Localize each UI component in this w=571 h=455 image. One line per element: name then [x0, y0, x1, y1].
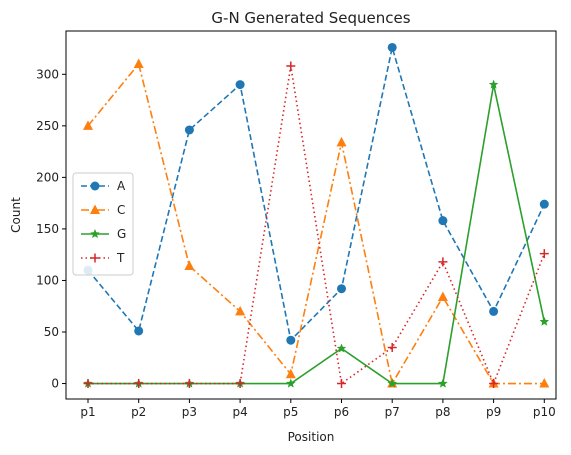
data-point-a-p8	[438, 216, 448, 226]
data-point-c-p4	[235, 305, 246, 316]
x-tick-label: p6	[334, 405, 349, 419]
data-point-g-p7	[387, 378, 397, 388]
data-point-c-p1	[83, 120, 93, 130]
series-line-c	[87, 62, 545, 386]
legend-label-t: T	[116, 251, 125, 265]
y-tick-label: 200	[36, 170, 59, 184]
plot-area	[83, 42, 550, 389]
legend-marker-a	[90, 181, 100, 191]
data-point-g-p9	[488, 79, 499, 89]
data-point-c-p5	[285, 368, 296, 379]
x-tick-label: p9	[486, 405, 501, 419]
data-point-t-p5	[286, 61, 296, 71]
series-line-g	[88, 84, 546, 385]
data-point-t-p1	[83, 379, 93, 389]
data-point-a-p6	[337, 284, 346, 294]
data-point-c-p2	[133, 58, 144, 68]
data-point-t-p4	[235, 379, 245, 389]
y-axis: 0 50 100 150 200 250 300	[36, 67, 66, 391]
plot-frame	[65, 30, 557, 400]
x-tick-label: p8	[435, 405, 450, 419]
chart-title: G-N Generated Sequences	[211, 9, 410, 27]
legend-marker-g	[90, 229, 100, 239]
x-tick-label: p3	[182, 405, 197, 419]
legend-box	[72, 172, 134, 276]
series-line-a	[87, 47, 546, 342]
data-point-g-p6	[336, 343, 347, 353]
series-line-t	[88, 65, 546, 386]
data-point-g-p5	[286, 378, 296, 388]
data-point-c-p8	[437, 291, 448, 301]
y-tick-label: 250	[36, 119, 59, 133]
legend-label-a: A	[117, 179, 126, 193]
data-point-c-p3	[184, 260, 195, 271]
y-tick-label: 100	[36, 273, 59, 287]
x-tick-label: p5	[283, 405, 298, 419]
data-point-c-p10	[539, 378, 550, 388]
data-point-a-p4	[235, 80, 245, 90]
x-axis-label: Position	[288, 430, 335, 444]
data-point-c-p6	[336, 136, 347, 147]
data-point-t-p8	[438, 257, 448, 267]
data-point-t-p3	[184, 379, 194, 389]
y-tick-label: 150	[36, 222, 59, 236]
data-point-a-p9	[489, 306, 499, 316]
data-point-g-p10	[539, 316, 550, 326]
x-tick-label: p4	[232, 405, 247, 419]
data-point-a-p10	[539, 199, 549, 209]
data-point-t-p2	[134, 379, 144, 389]
data-point-a-p3	[184, 125, 194, 135]
x-tick-label: p10	[533, 405, 556, 419]
x-tick-label: p2	[131, 405, 146, 419]
x-tick-label: p1	[80, 405, 95, 419]
y-axis-label: Count	[9, 197, 23, 233]
data-point-t-p6	[337, 379, 346, 389]
data-point-a-p7	[387, 42, 397, 52]
data-point-a-p5	[286, 335, 296, 345]
legend-label-c: C	[117, 203, 125, 217]
data-point-a-p2	[134, 326, 144, 336]
data-point-t-p9	[489, 379, 499, 389]
data-point-g-p8	[438, 378, 448, 388]
y-tick-label: 50	[44, 325, 59, 339]
y-tick-label: 300	[36, 67, 59, 81]
x-axis: p1 p2 p3 p4 p5 p6 p7 p8 p9 p10	[80, 399, 556, 419]
y-tick-label: 0	[51, 377, 59, 391]
data-point-t-p10	[539, 249, 549, 259]
x-tick-label: p7	[385, 405, 400, 419]
legend-marker-t	[90, 253, 100, 263]
legend-marker-c	[90, 204, 100, 214]
data-point-t-p7	[387, 342, 397, 352]
legend-label-g: G	[117, 227, 126, 241]
